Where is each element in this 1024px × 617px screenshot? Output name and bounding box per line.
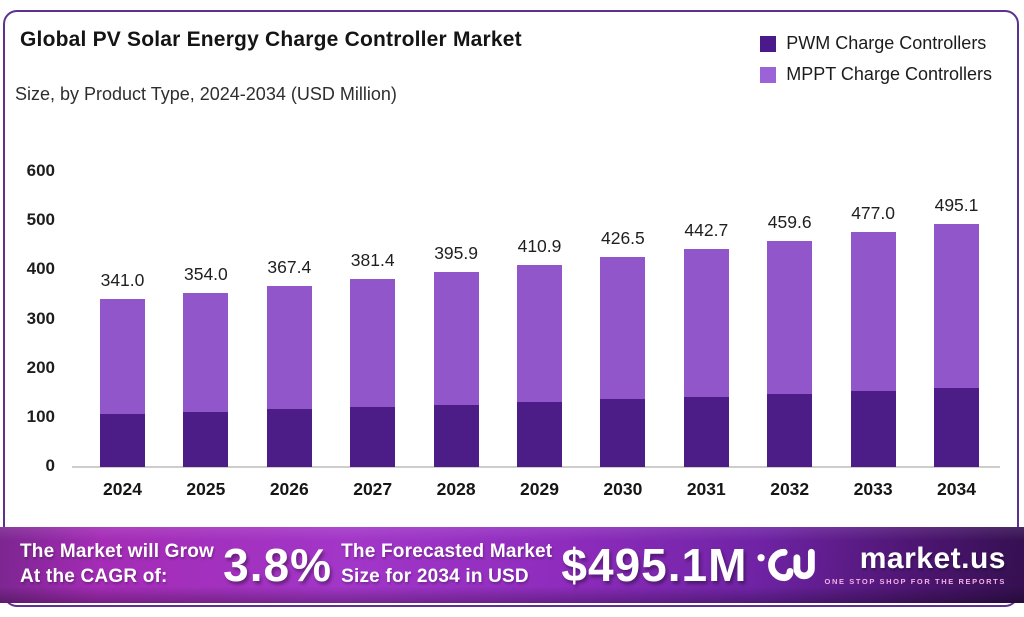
bar-segment-mppt-2024 <box>100 299 145 414</box>
x-axis-label-2024: 2024 <box>103 479 142 499</box>
bar-segment-pwm-2025 <box>183 411 229 467</box>
x-axis-label-2028: 2028 <box>436 479 476 499</box>
x-axis-label-2026: 2026 <box>269 479 309 499</box>
value-label-2026: 367.4 <box>267 257 312 278</box>
forecast-label-line1: The Forecasted Market <box>341 541 553 563</box>
cagr-label-line1: The Market will Grow <box>20 541 215 563</box>
y-axis-tick-500: 500 <box>26 210 55 230</box>
bar-segment-mppt-2032 <box>767 241 813 394</box>
brand-name: market.us <box>859 542 1006 575</box>
bar-2030 <box>600 257 646 467</box>
bar-2028 <box>433 272 479 467</box>
bar-segment-mppt-2031 <box>683 249 729 397</box>
legend: PWM Charge Controllers MPPT Charge Contr… <box>760 33 992 85</box>
x-axis-label-2025: 2025 <box>186 479 226 499</box>
chart-title: Global PV Solar Energy Charge Controller… <box>20 28 522 51</box>
value-label-2025: 354.0 <box>183 263 228 284</box>
brand-logo: market.us ONE STOP SHOP FOR THE REPORTS <box>756 542 1006 588</box>
legend-label-mppt: MPPT Charge Controllers <box>786 64 992 84</box>
bar-segment-mppt-2030 <box>600 257 646 400</box>
value-label-2024: 341.0 <box>100 270 145 291</box>
bar-2031 <box>683 249 729 467</box>
bar-2026 <box>266 286 312 467</box>
bar-segment-mppt-2026 <box>266 286 312 410</box>
y-axis-tick-300: 300 <box>26 308 55 328</box>
y-axis-tick-400: 400 <box>26 259 55 279</box>
legend-item-mppt: MPPT Charge Controllers <box>760 64 992 85</box>
pwm-swatch-icon <box>760 35 777 52</box>
cagr-label: The Market will Grow At the CAGR of: <box>20 540 214 589</box>
x-axis-label-2030: 2030 <box>603 479 643 499</box>
x-axis-label-2027: 2027 <box>353 479 393 499</box>
value-label-2029: 410.9 <box>517 235 562 256</box>
x-axis-label-2032: 2032 <box>770 479 810 499</box>
value-label-2031: 442.7 <box>684 220 729 241</box>
x-axis-label-2029: 2029 <box>520 479 559 499</box>
forecast-label: The Forecasted Market Size for 2034 in U… <box>341 540 552 589</box>
bar-segment-pwm-2027 <box>350 407 396 467</box>
forecast-label-line2: Size for 2034 in USD <box>341 566 529 587</box>
forecast-value: $495.1M <box>561 539 748 591</box>
bar-2029 <box>517 264 562 467</box>
chart-subtitle: Size, by Product Type, 2024-2034 (USD Mi… <box>15 84 397 104</box>
bar-2024 <box>100 299 145 467</box>
value-label-2027: 381.4 <box>350 250 395 271</box>
legend-item-pwm: PWM Charge Controllers <box>760 33 992 54</box>
x-axis-line <box>72 466 1000 468</box>
bar-2032 <box>767 241 813 467</box>
bar-segment-pwm-2033 <box>850 390 896 467</box>
footer-banner: The Market will Grow At the CAGR of: 3.8… <box>0 527 1024 603</box>
chart-frame <box>3 10 1019 607</box>
value-label-2030: 426.5 <box>600 228 645 249</box>
bar-segment-pwm-2026 <box>266 409 312 467</box>
bar-segment-pwm-2031 <box>683 396 729 467</box>
bar-segment-mppt-2034 <box>934 223 979 388</box>
value-label-2034: 495.1 <box>934 194 979 215</box>
bar-2025 <box>183 292 229 467</box>
market-us-logo-icon <box>756 548 815 582</box>
bar-segment-pwm-2028 <box>433 404 479 467</box>
bar-segment-mppt-2027 <box>350 279 396 408</box>
bar-segment-pwm-2030 <box>600 399 646 467</box>
bar-segment-pwm-2034 <box>934 387 979 467</box>
y-axis-tick-600: 600 <box>26 161 55 180</box>
value-label-2033: 477.0 <box>851 203 895 224</box>
y-axis-tick-100: 100 <box>26 406 55 426</box>
brand-tagline: ONE STOP SHOP FOR THE REPORTS <box>824 577 1006 586</box>
x-axis-label-2031: 2031 <box>686 479 726 499</box>
cagr-value: 3.8% <box>223 539 333 591</box>
brand-text: market.us ONE STOP SHOP FOR THE REPORTS <box>824 542 1006 587</box>
bar-2034 <box>934 223 979 467</box>
bar-segment-mppt-2025 <box>183 292 229 412</box>
bar-segment-mppt-2028 <box>433 272 479 405</box>
bar-segment-pwm-2024 <box>100 413 145 467</box>
bar-2027 <box>350 279 396 467</box>
legend-label-pwm: PWM Charge Controllers <box>786 33 987 53</box>
bar-segment-pwm-2032 <box>767 393 813 467</box>
mppt-swatch-icon <box>760 66 777 83</box>
y-axis-tick-0: 0 <box>45 456 55 475</box>
cagr-label-line2: At the CAGR of: <box>20 566 168 587</box>
y-axis-tick-200: 200 <box>26 357 55 377</box>
value-label-2032: 459.6 <box>767 212 812 233</box>
x-axis-label-2033: 2033 <box>853 479 893 499</box>
bar-segment-mppt-2029 <box>517 264 562 403</box>
x-axis-label-2034: 2034 <box>937 479 976 499</box>
bar-segment-mppt-2033 <box>850 232 896 391</box>
value-label-2028: 395.9 <box>434 243 478 264</box>
bar-segment-pwm-2029 <box>517 402 562 467</box>
bar-2033 <box>850 232 896 467</box>
